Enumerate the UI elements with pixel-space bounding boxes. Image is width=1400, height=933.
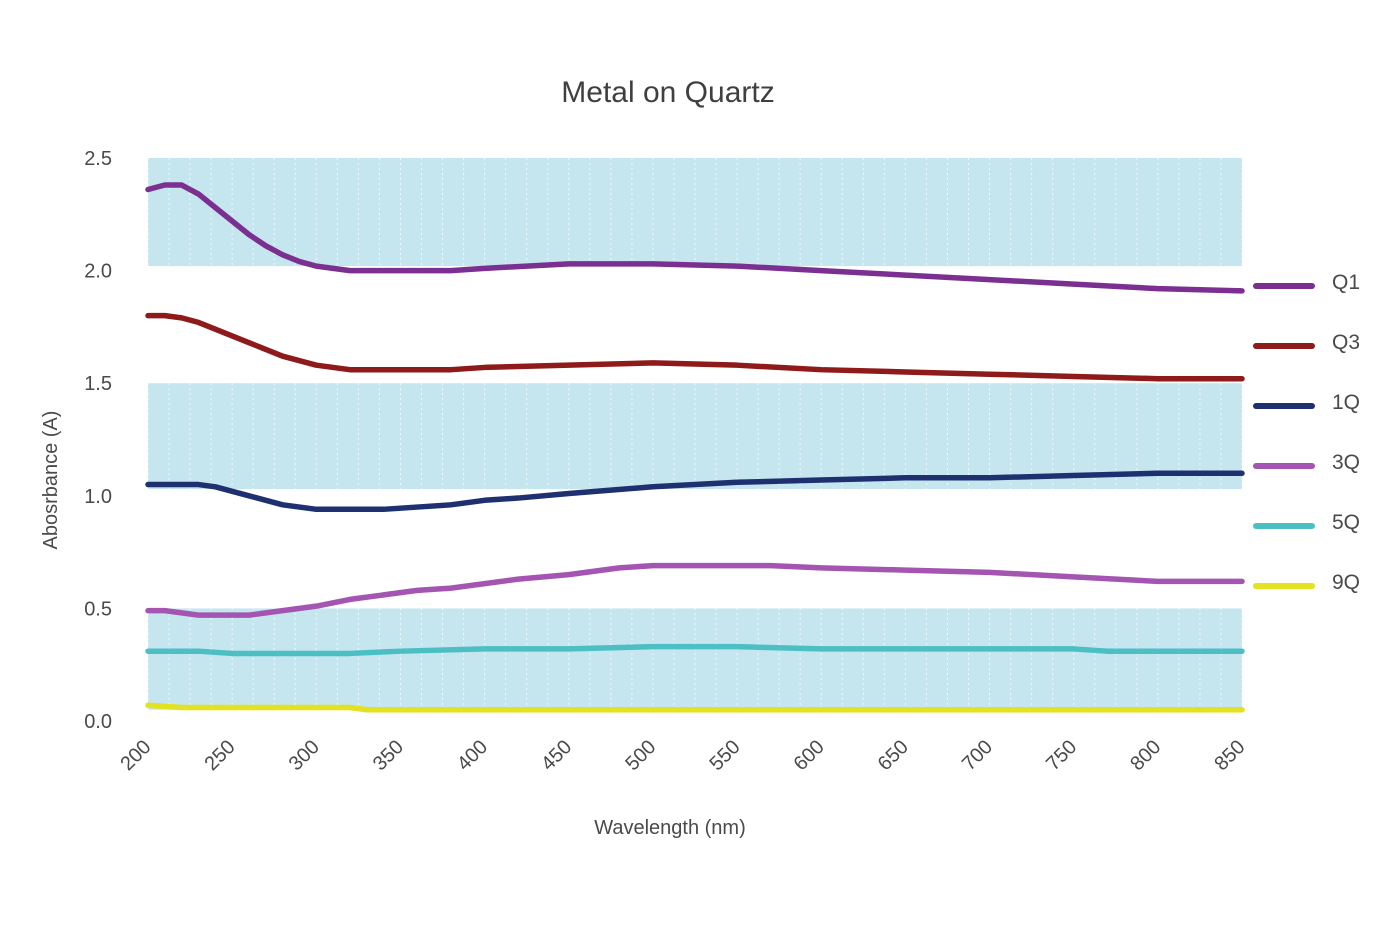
series-lines [145,182,1245,713]
legend: Q1 Q3 1Q 3Q 5Q 9Q [1253,271,1360,594]
x-tick-label: 500 [621,736,660,775]
x-tick-label: 300 [285,736,324,775]
x-tick-label: 350 [369,736,408,775]
chart-title: Metal on Quartz [561,76,774,109]
series-line-5Q [145,643,1245,657]
x-tick-label: 450 [537,736,576,775]
x-tick-label: 200 [116,736,155,775]
y-tick-label: 2.5 [84,148,112,170]
series-line-Q1 [145,182,1245,294]
y-tick-label: 1.0 [84,486,112,508]
gridlines [147,158,1243,721]
series-line-Q3 [145,312,1245,382]
y-tick-label: 1.5 [84,373,112,395]
x-axis-ticks: 200 250 300 350 400 450 500 550 600 650 700 750 800 8… [116,736,1249,775]
y-tick-label: 2.0 [84,261,112,283]
x-tick-label: 850 [1210,736,1249,775]
legend-label-Q3: Q3 [1332,331,1360,354]
x-tick-label: 650 [874,736,913,775]
x-axis-label: Wavelength (nm) [594,817,746,839]
x-tick-label: 550 [705,736,744,775]
legend-label-3Q: 3Q [1332,451,1360,474]
x-tick-label: 250 [201,736,240,775]
y-axis-ticks: 0.0 0.5 1.0 1.5 2.0 2.5 [84,148,112,733]
x-tick-label: 800 [1126,736,1165,775]
series-line-9Q [145,702,1245,713]
y-tick-label: 0.0 [84,711,112,733]
legend-label-1Q: 1Q [1332,391,1360,414]
series-line-3Q [145,562,1245,618]
x-tick-label: 400 [453,736,492,775]
legend-label-Q1: Q1 [1332,271,1360,294]
x-tick-label: 600 [790,736,829,775]
background-band-2 [148,383,1242,490]
legend-label-5Q: 5Q [1332,511,1360,534]
y-tick-label: 0.5 [84,598,112,620]
x-tick-label: 700 [958,736,997,775]
y-axis-label: Abosrbance (A) [40,411,62,550]
x-tick-label: 750 [1042,736,1081,775]
background-bands [148,158,1242,710]
legend-label-9Q: 9Q [1332,571,1360,594]
series-line-1Q [145,470,1245,513]
